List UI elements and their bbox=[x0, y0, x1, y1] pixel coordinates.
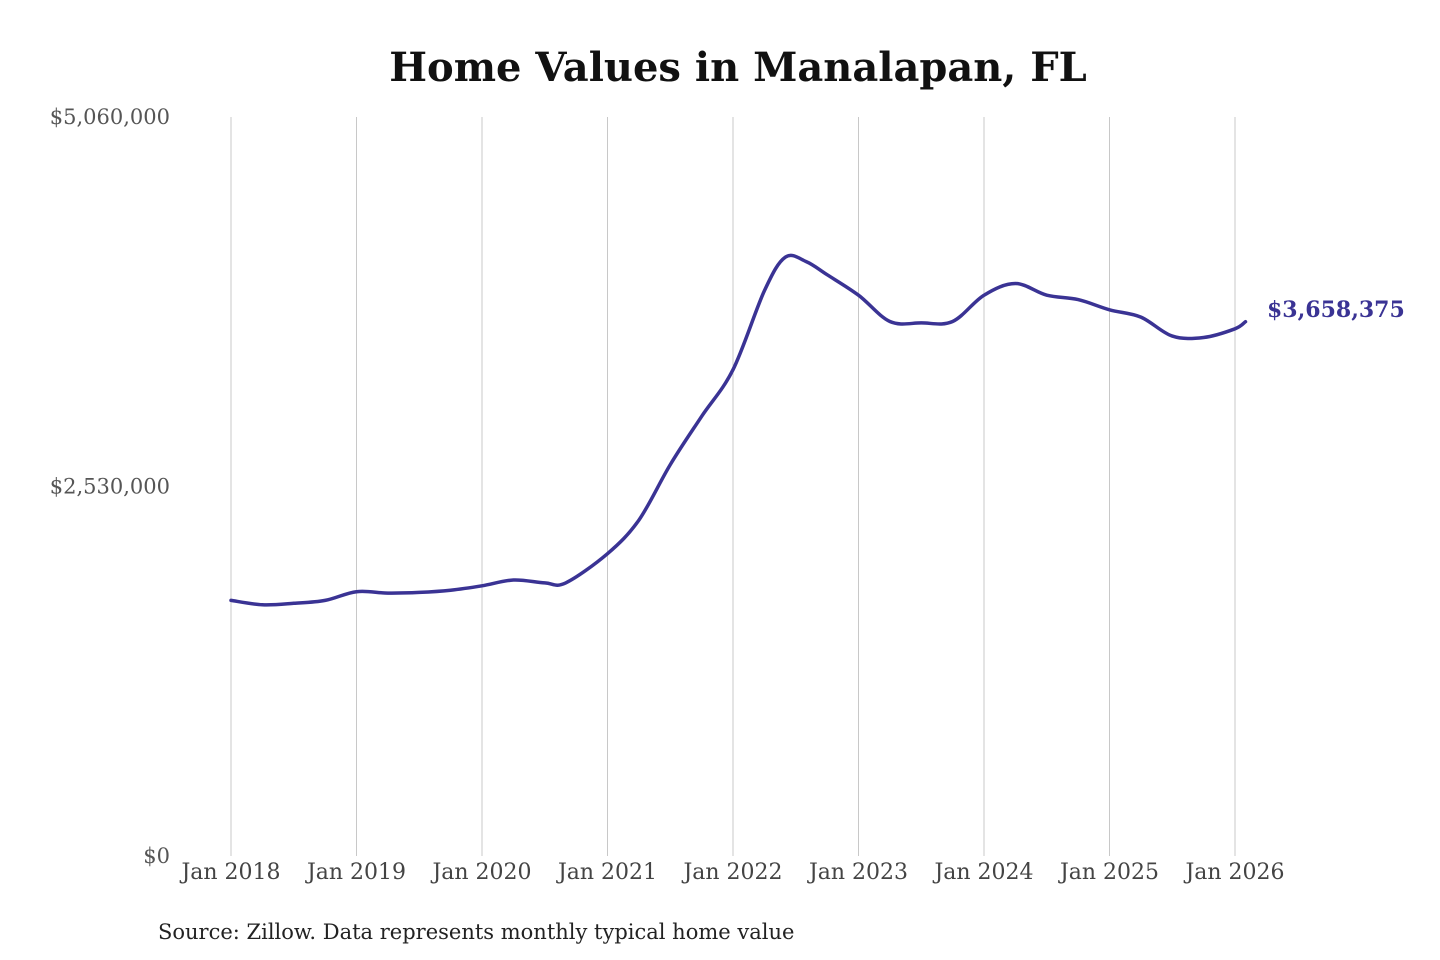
data-point bbox=[920, 321, 923, 324]
data-point bbox=[1139, 316, 1142, 319]
data-point bbox=[637, 519, 640, 522]
data-point bbox=[1108, 308, 1111, 311]
x-tick-label: Jan 2018 bbox=[179, 860, 280, 885]
data-point bbox=[481, 584, 484, 587]
data-points bbox=[230, 256, 1248, 607]
data-point bbox=[1077, 298, 1080, 301]
x-tick-label: Jan 2023 bbox=[807, 860, 908, 885]
x-tick-label: Jan 2021 bbox=[556, 860, 657, 885]
data-point bbox=[700, 415, 703, 418]
data-point bbox=[512, 579, 515, 582]
x-tick-label: Jan 2026 bbox=[1183, 860, 1284, 885]
data-point bbox=[983, 294, 986, 297]
data-point bbox=[784, 256, 787, 259]
home-value-line bbox=[229, 253, 1248, 607]
data-point bbox=[564, 581, 567, 584]
data-point bbox=[763, 289, 766, 292]
y-tick-label: $5,060,000 bbox=[50, 105, 170, 129]
data-point bbox=[1234, 327, 1237, 330]
data-point bbox=[1045, 294, 1048, 297]
y-tick-label: $0 bbox=[143, 844, 170, 868]
vertical-gridlines bbox=[230, 117, 1236, 856]
chart-title: Home Values in Manalapan, FL bbox=[389, 44, 1086, 91]
data-point bbox=[386, 592, 389, 595]
x-tick-label: Jan 2022 bbox=[681, 860, 782, 885]
data-point bbox=[805, 260, 808, 263]
data-point bbox=[261, 603, 264, 606]
data-point bbox=[543, 581, 546, 584]
data-point bbox=[669, 463, 672, 466]
source-note: Source: Zillow. Data represents monthly … bbox=[158, 920, 794, 944]
data-point bbox=[1171, 335, 1174, 338]
end-value-label: $3,658,375 bbox=[1267, 297, 1405, 323]
data-point bbox=[1244, 320, 1247, 323]
data-point bbox=[418, 591, 421, 594]
data-point bbox=[292, 602, 295, 605]
y-tick-label: $2,530,000 bbox=[50, 475, 170, 499]
x-axis-tick-labels: Jan 2018 Jan 2019 Jan 2020 Jan 2021 Jan 2022… bbox=[179, 860, 1284, 885]
data-point bbox=[449, 589, 452, 592]
x-tick-label: Jan 2019 bbox=[305, 860, 406, 885]
data-point bbox=[888, 320, 891, 323]
data-point bbox=[1014, 282, 1017, 285]
x-tick-label: Jan 2025 bbox=[1058, 860, 1159, 885]
data-point bbox=[1202, 336, 1205, 339]
data-point bbox=[355, 590, 358, 593]
data-point bbox=[826, 273, 829, 276]
x-tick-label: Jan 2024 bbox=[932, 860, 1033, 885]
data-point bbox=[732, 368, 735, 371]
y-axis-tick-labels: $0 $2,530,000 $5,060,000 bbox=[50, 105, 170, 868]
data-point bbox=[951, 320, 954, 323]
data-point bbox=[230, 599, 233, 602]
data-point bbox=[606, 552, 609, 555]
x-tick-label: Jan 2020 bbox=[430, 860, 531, 885]
data-point bbox=[857, 294, 860, 297]
data-point bbox=[324, 599, 327, 602]
